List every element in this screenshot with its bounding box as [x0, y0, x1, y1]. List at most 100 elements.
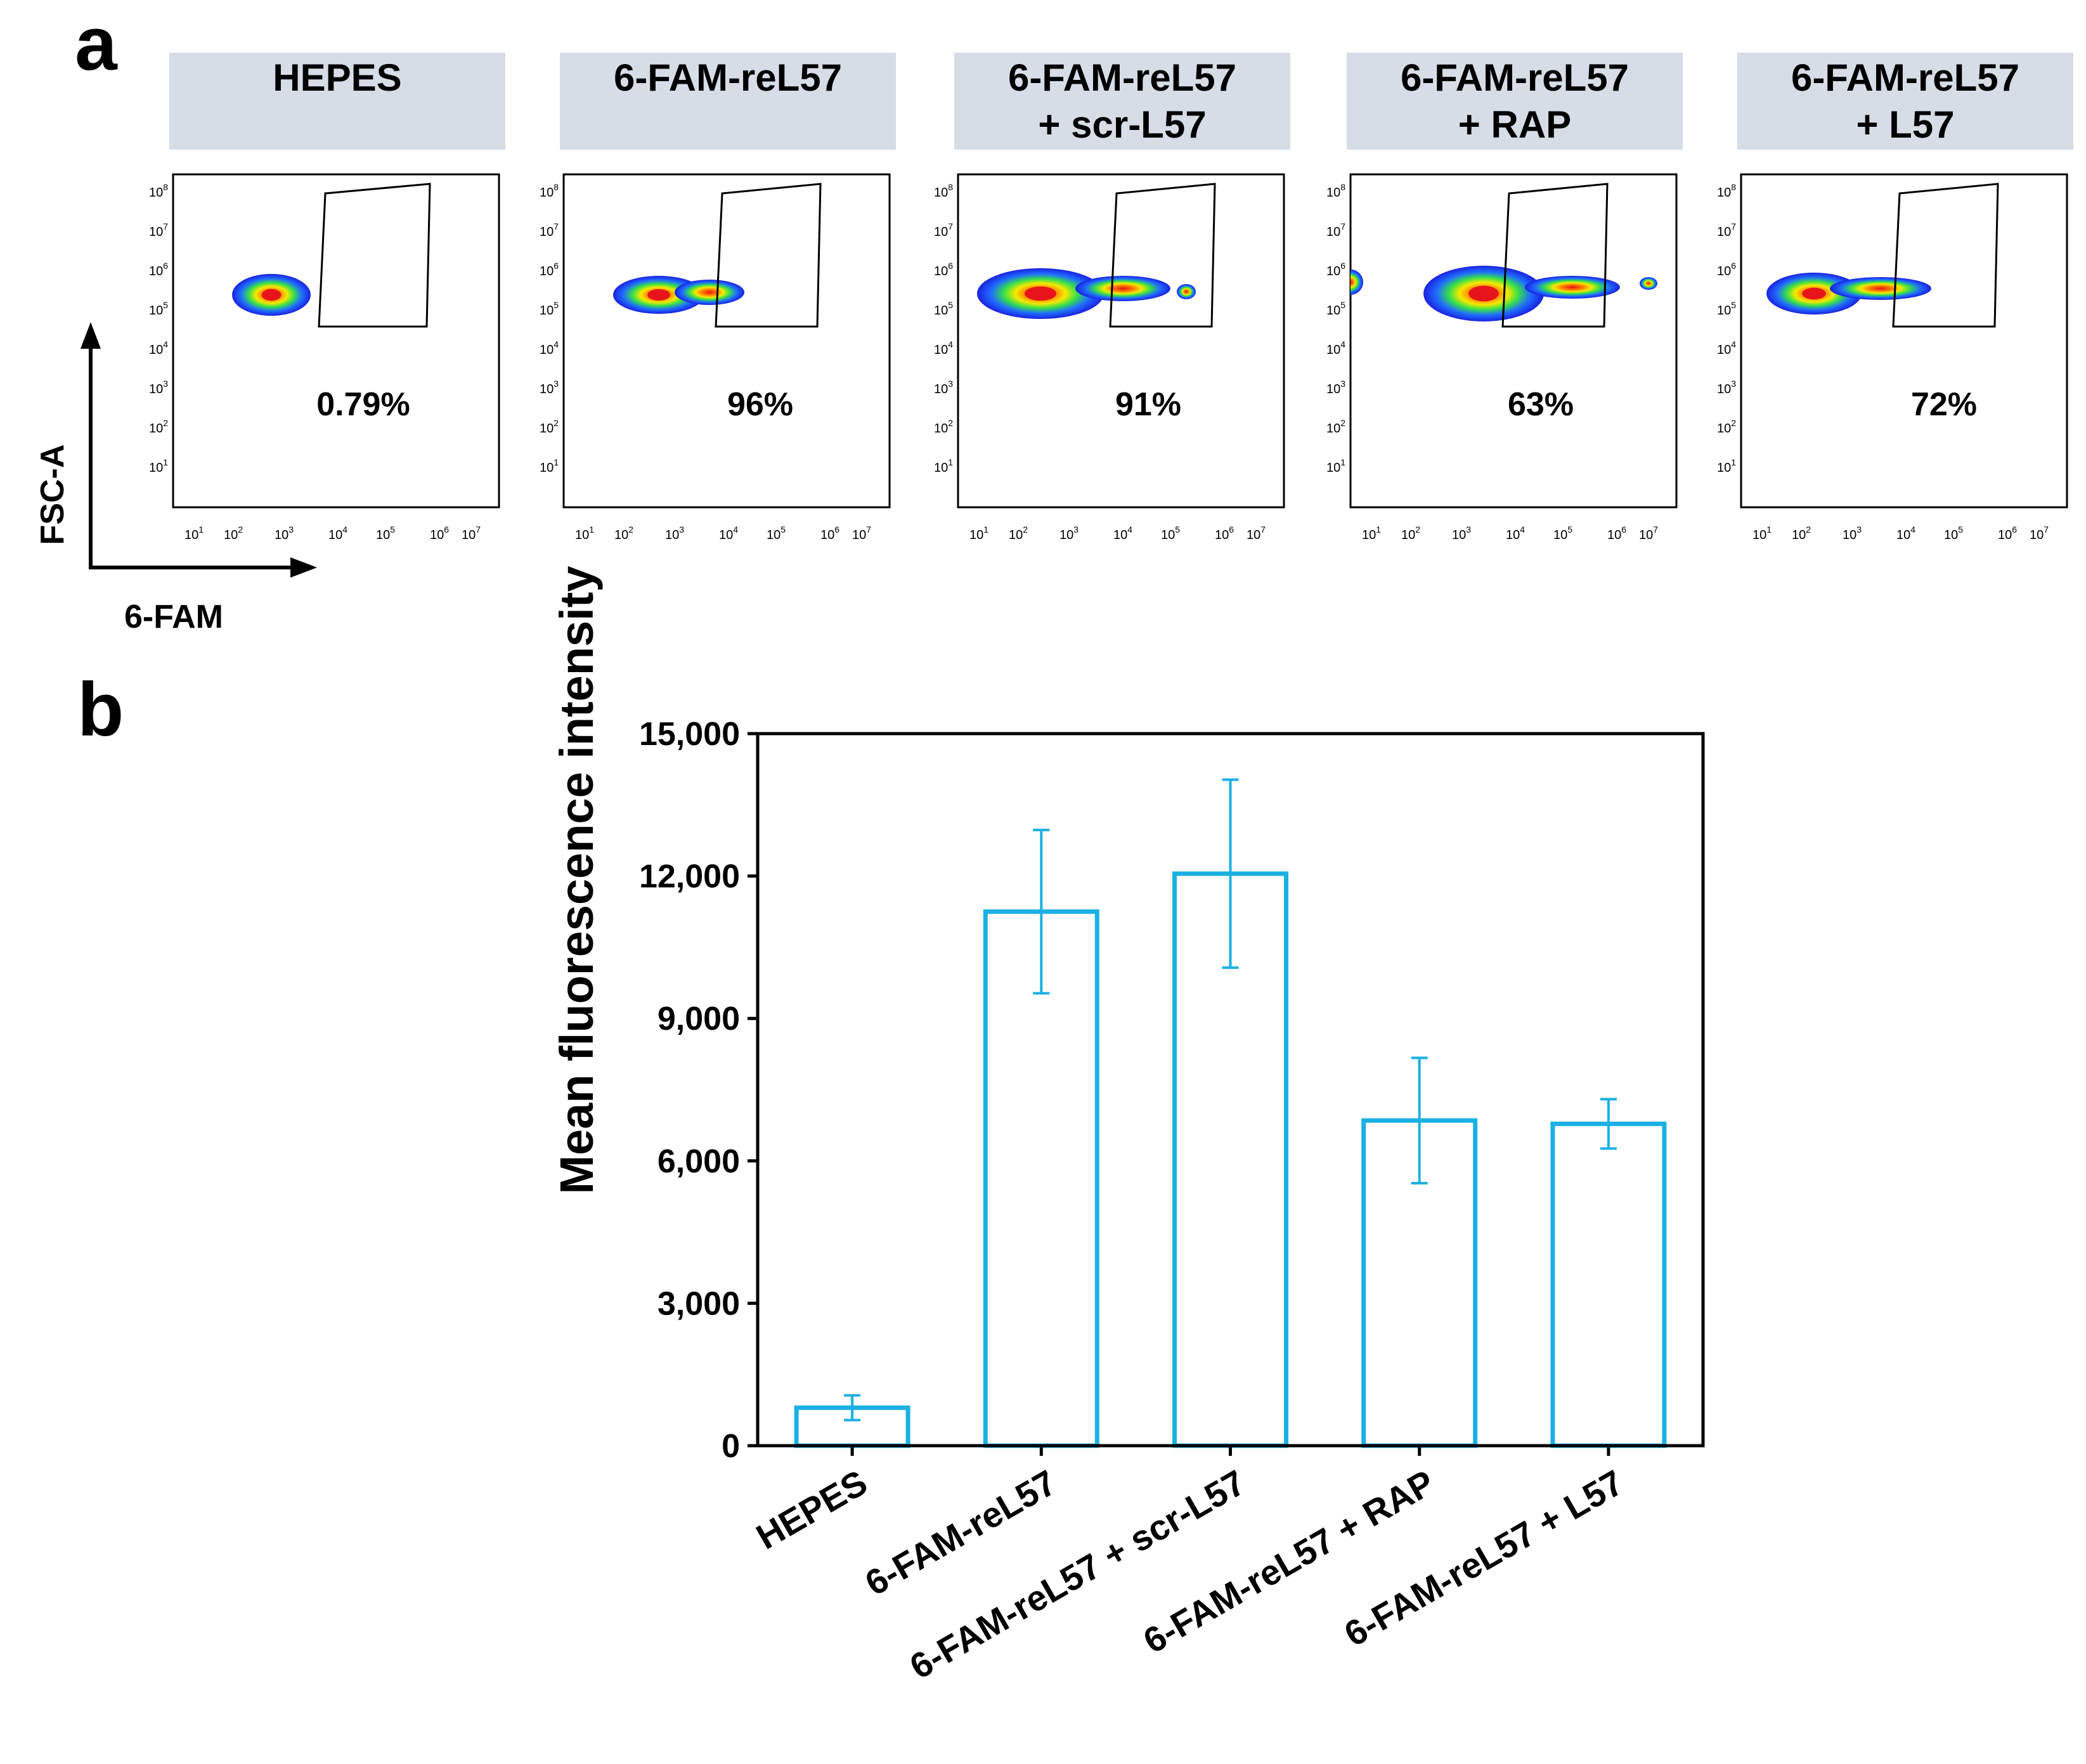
y-tick-label: 101 [1326, 457, 1345, 475]
plot-frame [562, 173, 891, 509]
plot-header-box [1347, 53, 1683, 150]
gate-percentage: 96% [727, 386, 793, 423]
y-tick-label: 107 [1717, 221, 1736, 239]
density-cloud [232, 274, 311, 316]
y-tick-label: 104 [1326, 339, 1345, 357]
plot-header-line: + RAP [1458, 103, 1571, 146]
flow-plot-2: 6-FAM-reL57 96% 108 107 106 105 104 103 102 101 10… [540, 53, 896, 542]
x-tick-label: 103 [1843, 524, 1862, 542]
x-tick-label: 101 [1752, 524, 1772, 542]
x-tick-label: 107 [2030, 524, 2049, 542]
x-tick-label: 106 [430, 524, 449, 542]
panel-a-axis-arrows [81, 322, 317, 578]
y-tick-label: 105 [1326, 300, 1345, 318]
y-tick-label: 105 [540, 300, 559, 318]
y-tick-label: 6,000 [658, 1143, 740, 1180]
gate-polygon [318, 183, 431, 328]
x-tick-label: 104 [1896, 524, 1915, 542]
gate-polygon [1109, 183, 1216, 328]
x-tick-label: 104 [719, 524, 738, 542]
gate-polygon [715, 183, 822, 328]
plot-frame [957, 173, 1285, 509]
y-tick-label: 106 [934, 261, 953, 278]
y-tick-label: 104 [934, 339, 953, 357]
x-tick-label: 105 [376, 524, 395, 542]
y-tick-label: 101 [149, 457, 168, 475]
x-tick-label: 103 [1452, 524, 1471, 542]
y-tick-label: 108 [540, 182, 559, 200]
y-tick-label: 103 [149, 379, 168, 396]
y-tick-label: 102 [1717, 418, 1736, 436]
plot-header-box [560, 53, 896, 150]
x-category-label: 6-FAM-reL57 + scr-L57 [903, 1462, 1252, 1687]
plot-frame [172, 173, 500, 509]
plot-header-box [169, 53, 505, 150]
x-tick-label: 102 [1009, 524, 1028, 542]
y-tick-label: 103 [1326, 379, 1345, 396]
y-tick-label: 107 [1326, 221, 1345, 239]
panel-b-letter: b [77, 667, 124, 752]
y-tick-label: 9,000 [658, 1001, 740, 1037]
y-tick-label: 104 [149, 339, 168, 357]
y-tick-label: 101 [540, 457, 559, 475]
y-tick-label: 106 [1326, 261, 1345, 278]
x-tick-label: 104 [328, 524, 347, 542]
y-tick-label: 12,000 [639, 859, 740, 895]
x-tick-label: 106 [1607, 524, 1626, 542]
x-tick-label: 101 [969, 524, 988, 542]
x-tick-label: 107 [462, 524, 481, 542]
x-tick-label: 107 [1247, 524, 1266, 542]
y-tick-label: 108 [934, 182, 953, 200]
x-tick-label: 103 [1059, 524, 1079, 542]
panel-a-letter: a [75, 1, 118, 86]
plot-header-box [954, 53, 1290, 150]
error-bar-1 [844, 1394, 861, 1422]
plot-header-line: 6-FAM-reL57 [1791, 56, 2019, 99]
y-tick-label: 0 [722, 1428, 740, 1465]
plot-header-line: + L57 [1856, 103, 1954, 146]
x-axis-label-6fam: 6-FAM [124, 599, 223, 635]
y-tick-label: 102 [934, 418, 953, 436]
y-tick-label: 101 [934, 457, 953, 475]
x-tick-label: 102 [1792, 524, 1811, 542]
gate-polygon [1892, 183, 1999, 328]
density-cloud [977, 268, 1196, 319]
x-tick-label: 103 [275, 524, 294, 542]
error-bar-5 [1600, 1098, 1617, 1150]
y-tick-label: 103 [934, 379, 953, 396]
x-tick-label: 104 [1506, 524, 1525, 542]
x-tick-label: 102 [224, 524, 243, 542]
bar-5 [1550, 1121, 1667, 1448]
y-tick-label: 108 [1717, 182, 1736, 200]
y-axis-label: Mean fluorescence intensity [550, 566, 603, 1194]
y-tick-label: 101 [1717, 457, 1736, 475]
x-tick-label: 105 [1944, 524, 1963, 542]
y-tick-label: 15,000 [639, 716, 740, 753]
x-tick-label: 102 [1401, 524, 1420, 542]
y-tick-label: 104 [540, 339, 559, 357]
plot-header-box [1737, 53, 2073, 150]
plot-header-line: 6-FAM-reL57 [1401, 56, 1629, 99]
x-tick-label: 107 [1639, 524, 1658, 542]
y-tick-label: 103 [1717, 379, 1736, 396]
flow-plot-5: 6-FAM-reL57+ L57 72% 108 107 106 105 104 103 102… [1717, 53, 2073, 542]
error-bar-3 [1222, 778, 1239, 970]
density-cloud [1351, 266, 1657, 321]
plot-header-line: + scr-L57 [1038, 103, 1206, 146]
gate-percentage: 91% [1115, 386, 1181, 423]
density-cloud [1766, 273, 1931, 315]
y-tick-label: 102 [1326, 418, 1345, 436]
y-tick-label: 3,000 [658, 1285, 740, 1322]
flow-plot-1: HEPES 0.79% 108 107 106 105 104 103 102 101 101 102… [149, 53, 505, 542]
x-tick-label: 101 [185, 524, 204, 542]
plot-header-line: 6-FAM-reL57 [614, 56, 842, 99]
y-tick-label: 108 [149, 182, 168, 200]
y-tick-label: 105 [149, 300, 168, 318]
x-tick-label: 104 [1113, 524, 1132, 542]
gate-percentage: 72% [1911, 386, 1977, 423]
y-tick-label: 106 [149, 261, 168, 278]
y-tick-label: 105 [1717, 300, 1736, 318]
gate-percentage: 63% [1508, 386, 1574, 423]
y-tick-label: 106 [540, 261, 559, 278]
x-category-label: HEPES [749, 1462, 874, 1557]
